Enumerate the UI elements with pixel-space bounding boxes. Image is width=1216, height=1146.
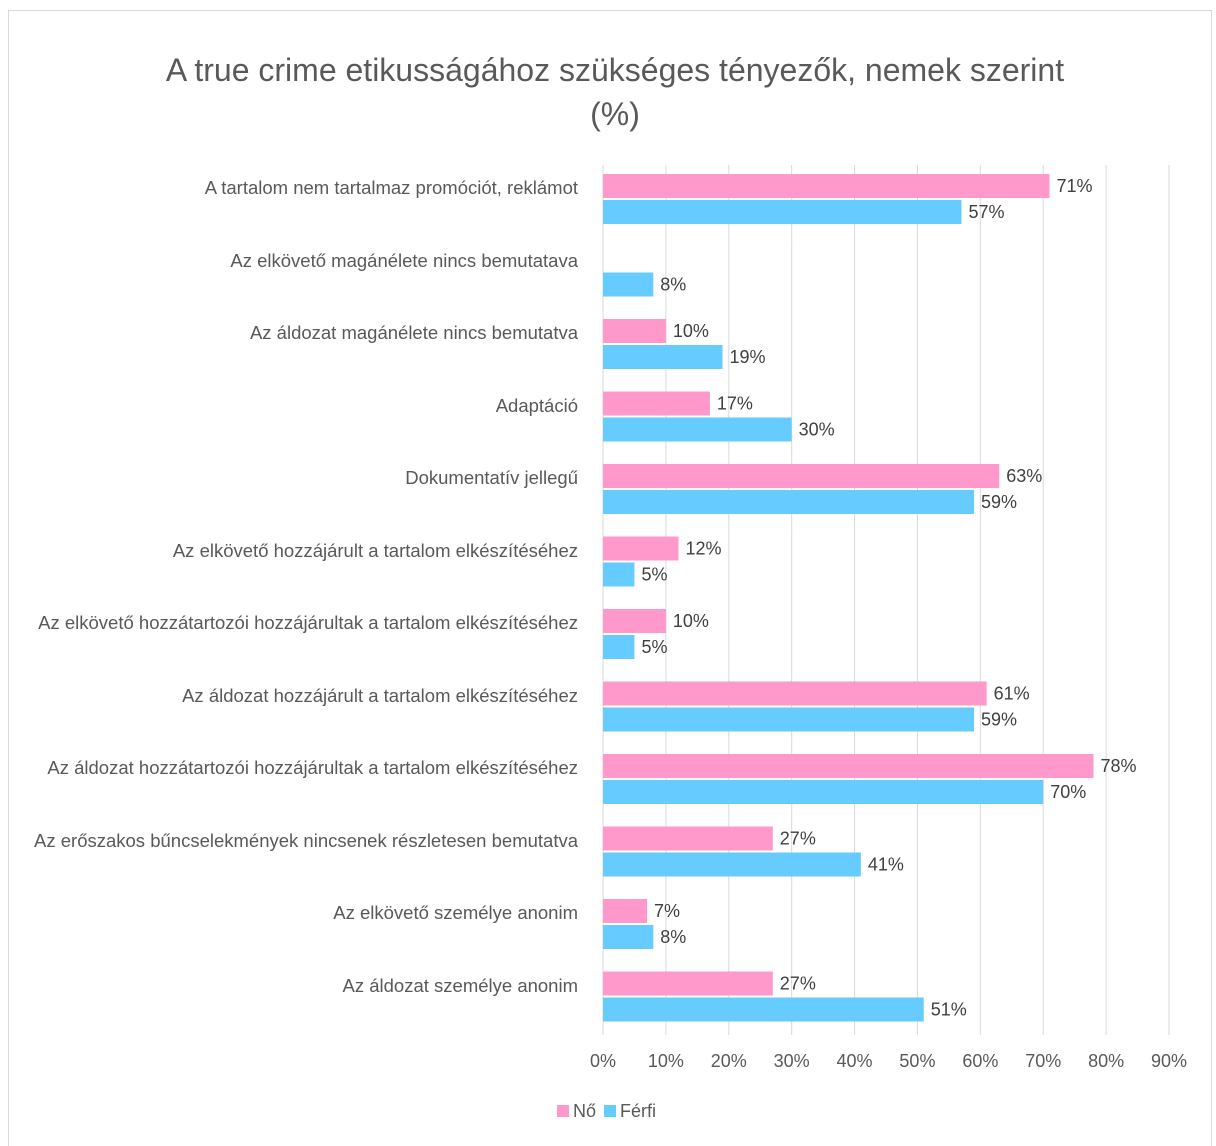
bar <box>603 272 654 297</box>
category-label: A tartalom nem tartalmaz promóciót, rekl… <box>204 177 578 198</box>
value-label: 7% <box>654 901 680 921</box>
category-label: Az elkövető személye anonim <box>333 902 578 923</box>
bar <box>603 609 666 633</box>
chart-border <box>8 10 1212 1146</box>
bar <box>603 391 710 416</box>
x-tick-label: 70% <box>1025 1051 1061 1071</box>
bar <box>603 971 773 996</box>
category-label: Az áldozat magánélete nincs bemutatva <box>249 322 578 343</box>
legend-label: Nő <box>573 1101 596 1121</box>
bar <box>603 754 1094 778</box>
x-tick-label: 50% <box>899 1051 935 1071</box>
bar <box>603 780 1044 804</box>
category-label: Adaptáció <box>495 394 578 416</box>
legend-swatch <box>604 1105 617 1117</box>
value-label: 17% <box>717 393 753 413</box>
bar <box>603 490 975 514</box>
bar <box>603 536 679 561</box>
value-label: 19% <box>729 347 765 367</box>
value-label: 57% <box>968 202 1004 222</box>
chart-title: A true crime etikusságához szükséges tén… <box>165 52 1065 132</box>
bar <box>603 707 975 732</box>
value-label: 59% <box>981 492 1017 512</box>
category-label: Az elkövető magánélete nincs bemutatava <box>230 249 578 271</box>
bar <box>603 464 1000 488</box>
value-label: 10% <box>673 321 709 341</box>
x-tick-label: 20% <box>711 1051 747 1071</box>
value-label: 30% <box>799 419 835 439</box>
legend-swatch <box>557 1105 569 1117</box>
category-label: Az elkövető hozzátartozói hozzájárultak … <box>38 612 578 633</box>
value-label: 8% <box>660 274 686 294</box>
category-label: Az erőszakos bűncselekmények nincsenek r… <box>34 829 578 851</box>
bar <box>603 899 648 923</box>
value-label: 78% <box>1101 756 1137 776</box>
bar <box>603 635 635 659</box>
x-tick-label: 60% <box>962 1051 998 1071</box>
bar <box>603 925 654 949</box>
legend-label: Férfi <box>620 1101 656 1121</box>
bar <box>603 200 962 224</box>
value-label: 5% <box>641 637 667 657</box>
bar <box>603 417 792 442</box>
category-label: Az áldozat hozzájárult a tartalom elkész… <box>182 684 578 706</box>
bar <box>603 681 987 706</box>
value-label: 10% <box>673 611 709 631</box>
value-label: 12% <box>685 538 721 558</box>
x-tick-label: 80% <box>1088 1051 1124 1071</box>
bar <box>603 345 723 369</box>
bar <box>603 852 861 877</box>
value-label: 27% <box>780 828 816 848</box>
x-tick-label: 10% <box>648 1051 684 1071</box>
x-tick-label: 30% <box>774 1051 810 1071</box>
value-label: 71% <box>1057 176 1093 196</box>
value-label: 5% <box>641 564 667 584</box>
category-label: Az elkövető hozzájárult a tartalom elkés… <box>172 539 578 561</box>
bar <box>603 319 666 343</box>
value-label: 61% <box>994 683 1030 703</box>
x-tick-label: 90% <box>1151 1051 1187 1071</box>
bar <box>603 174 1050 198</box>
value-label: 27% <box>780 973 816 993</box>
category-label: Az áldozat személye anonim <box>342 974 578 996</box>
value-label: 41% <box>868 854 904 874</box>
value-label: 70% <box>1050 782 1086 802</box>
value-label: 59% <box>981 709 1017 729</box>
value-label: 63% <box>1006 466 1042 486</box>
category-label: Az áldozat hozzátartozói hozzájárultak a… <box>47 757 578 778</box>
x-tick-label: 40% <box>837 1051 873 1071</box>
value-label: 8% <box>660 927 686 947</box>
bar <box>603 997 924 1022</box>
value-label: 51% <box>931 999 967 1019</box>
x-tick-label: 0% <box>590 1051 616 1071</box>
category-label: Dokumentatív jellegű <box>405 467 578 488</box>
bar <box>603 826 773 851</box>
bar <box>603 562 635 587</box>
